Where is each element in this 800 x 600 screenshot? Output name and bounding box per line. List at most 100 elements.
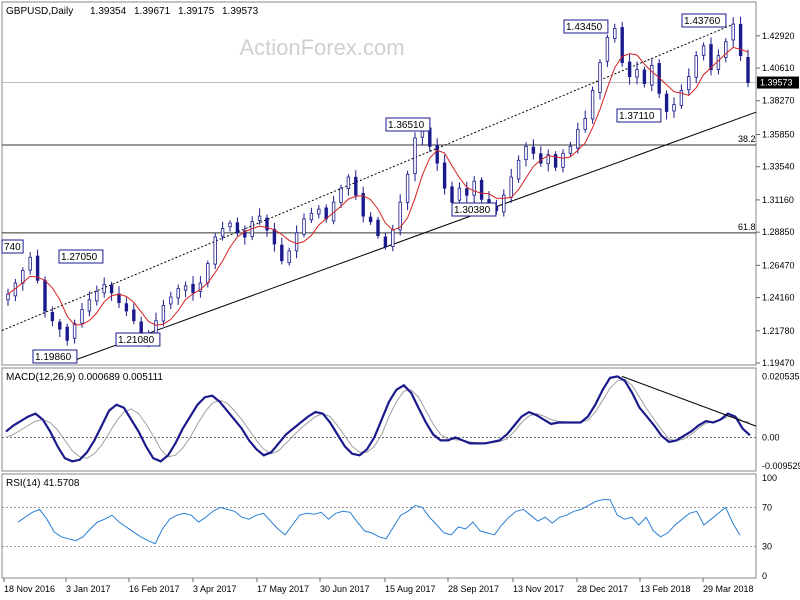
price-annotation-box — [115, 332, 161, 347]
price-tick-label: 1.42920 — [762, 31, 795, 41]
close-value: 1.39573 — [222, 6, 259, 17]
candle-body — [405, 173, 410, 203]
candle-body — [539, 153, 543, 164]
candle-body — [383, 236, 388, 248]
price-annotation-box — [616, 108, 662, 123]
price-annotation-label: 740 — [4, 242, 21, 253]
rsi-title: RSI(14) 41.5708 — [6, 478, 80, 489]
candle-body — [6, 293, 10, 301]
rsi-tick-label: 70 — [762, 502, 772, 512]
rsi-panel — [1, 473, 757, 579]
candle-body — [664, 93, 669, 112]
price-tick-label: 1.21780 — [762, 326, 795, 336]
price-annotation-box — [58, 249, 104, 264]
candle-body — [346, 176, 351, 189]
price-tick-label: 1.24160 — [762, 293, 795, 303]
macd-tick-label: 0.020535 — [762, 371, 800, 381]
candle-body — [21, 270, 25, 284]
price-tick-label: 1.26470 — [762, 260, 795, 270]
candle-body — [738, 23, 743, 57]
price-annotation-label: 1.36510 — [388, 120, 425, 131]
candle-body — [191, 283, 195, 294]
date-tick-label: 28 Dec 2017 — [577, 584, 628, 594]
price-annotation-label: 1.43760 — [684, 16, 721, 27]
candle-body — [465, 188, 469, 196]
rsi-line: 100 70 30 0 — [2, 473, 777, 581]
macd-tick-label: -0.009529 — [762, 461, 800, 471]
candle-body — [516, 159, 521, 180]
candle-body — [435, 145, 439, 164]
candle-body — [176, 288, 180, 299]
date-axis: 18 Nov 2016 3 Jan 2017 16 Feb 2017 3 Apr 20… — [3, 578, 754, 594]
candle-body — [709, 44, 713, 71]
price-annotation-box — [1, 239, 24, 254]
watermark: ActionForex.com — [239, 35, 404, 60]
candle-body — [65, 326, 69, 341]
candle-body — [183, 285, 188, 291]
candle-body — [95, 291, 99, 302]
candle-body — [694, 55, 698, 78]
support-trendline — [69, 111, 757, 363]
candle-body — [317, 208, 321, 215]
macd-panel — [1, 367, 757, 472]
candle-body — [576, 129, 580, 149]
price-tick-label: 1.33540 — [762, 162, 795, 172]
candle-body — [309, 212, 314, 221]
rsi-tick-label: 100 — [762, 473, 777, 483]
candle-body — [613, 28, 617, 39]
candle-body — [731, 23, 735, 41]
candle-body — [272, 228, 277, 245]
candle-body — [561, 152, 565, 168]
candle-body — [287, 250, 291, 264]
chart-header: GBPUSD,Daily 1.39354 1.39671 1.39175 1.3… — [6, 6, 259, 17]
candle-body — [124, 303, 129, 312]
date-tick-label: 29 Mar 2018 — [703, 584, 754, 594]
candle-body — [302, 218, 306, 235]
candle-body — [257, 215, 262, 221]
candle-body — [43, 279, 47, 312]
candle-body — [716, 55, 721, 70]
price-tick-label: 1.28850 — [762, 227, 795, 237]
candle-body — [724, 41, 728, 58]
date-tick-label: 3 Apr 2017 — [193, 584, 237, 594]
channel-upper-line — [1, 23, 736, 331]
candle-body — [672, 104, 676, 112]
candle-body — [198, 282, 203, 292]
candle-body — [161, 304, 166, 322]
candle-body — [139, 321, 143, 334]
candle-body — [117, 293, 121, 303]
candle-body — [132, 309, 136, 322]
price-annotation-label: 1.37110 — [619, 111, 655, 122]
price-annotation-box — [451, 202, 497, 217]
candle-body — [457, 187, 462, 201]
fib-level-label: 38.2 — [738, 134, 756, 144]
candle-body — [72, 323, 77, 339]
rsi-line-path — [17, 499, 741, 545]
macd-main-line — [5, 375, 751, 463]
candle-body — [531, 146, 536, 154]
price-tick-label: 1.31160 — [762, 195, 794, 205]
candle-body — [235, 222, 240, 234]
candle-body — [502, 194, 506, 213]
candle-body — [35, 255, 40, 281]
candle-body — [642, 69, 647, 84]
price-annotation-label: 1.27050 — [61, 252, 98, 263]
candle-body — [280, 244, 284, 262]
rsi-tick-label: 30 — [762, 542, 772, 552]
symbol-label: GBPUSD,Daily — [6, 6, 73, 17]
candle-body — [361, 192, 365, 217]
candle-body — [213, 236, 217, 265]
price-annotation-box — [32, 349, 78, 364]
candle-body — [243, 230, 247, 238]
open-value: 1.39354 — [90, 6, 127, 17]
price-tick-label: 1.40610 — [762, 63, 795, 73]
price-annotation-label: 1.43450 — [566, 22, 603, 33]
current-price-tag — [757, 76, 799, 89]
candle-body — [294, 232, 299, 252]
candle-body — [620, 27, 624, 64]
candle-body — [650, 65, 654, 86]
candle-body — [28, 256, 32, 271]
candle-body — [479, 179, 484, 200]
candle-body — [368, 216, 373, 223]
date-tick-label: 18 Nov 2016 — [4, 584, 55, 594]
